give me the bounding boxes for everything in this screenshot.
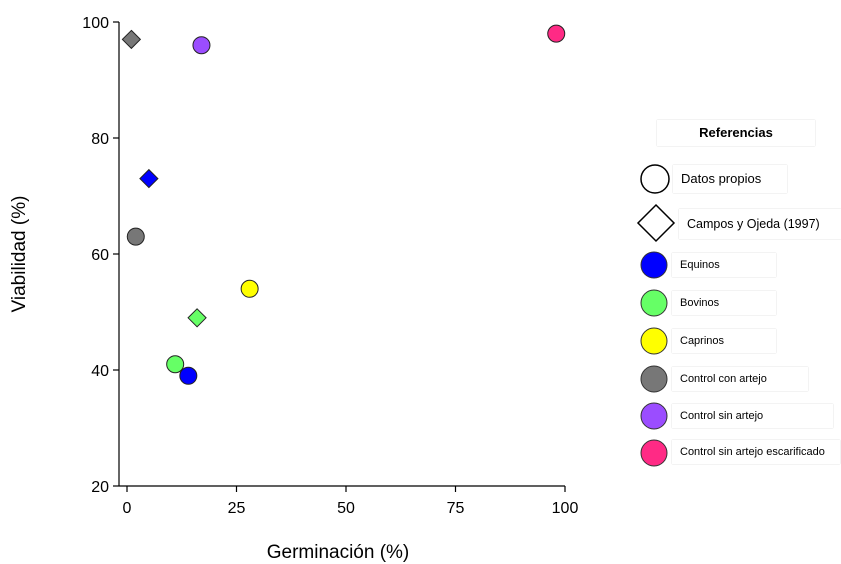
legend-label-control-sin-artejo: Control sin artejo [672,404,833,428]
point-control-con-artejo-diamond [121,29,142,50]
y-tick-label: 20 [91,479,109,496]
point-caprinos-circle [240,279,259,298]
point-bovinos-circle [166,355,185,374]
y-tick-label: 40 [91,363,109,380]
legend-label-equinos: Equinos [672,253,776,277]
x-tick-label: 75 [447,500,465,517]
legend-label-campos-ojeda: Campos y Ojeda (1997) [679,209,841,239]
legend-marker-control-sin-artejo [640,402,668,430]
x-tick-label: 25 [228,500,246,517]
x-tick-label: 50 [337,500,355,517]
point-bovinos-diamond [187,308,207,328]
data-points [121,24,566,385]
legend-marker-circle [640,164,670,194]
legend-marker-caprinos [640,327,668,355]
legend-label-bovinos: Bovinos [672,291,776,315]
legend-marker-bovinos [640,289,668,317]
point-equinos-diamond [139,168,159,189]
point-control-con-artejo-circle [126,227,145,246]
x-ticks: 0 25 50 75 100 [123,486,579,517]
y-tick-label: 100 [82,15,109,32]
x-tick-label: 100 [552,500,579,517]
legend-marker-control-con-artejo [640,365,668,393]
y-axis-label: Viabilidad (%) [9,196,30,313]
legend-marker-control-sin-artejo-escarificado [640,439,668,467]
point-control-sin-artejo-circle [192,36,211,55]
x-axis-label: Germinación (%) [267,542,410,563]
legend-label-control-con-artejo: Control con artejo [672,367,808,391]
legend-title: Referencias [657,120,815,146]
legend-label-datos-propios: Datos propios [673,165,787,193]
point-equinos-circle [179,366,198,385]
legend-marker-equinos [640,251,668,279]
point-control-sin-artejo-escarificado-circle [547,24,566,43]
x-tick-label: 0 [123,500,132,517]
legend-markers [636,164,676,467]
legend-label-control-sin-artejo-escarificado: Control sin artejo escarificado [672,440,840,464]
legend-label-caprinos: Caprinos [672,329,776,353]
y-tick-label: 60 [91,247,109,264]
y-ticks: 20 40 60 80 100 [82,15,119,496]
y-tick-label: 80 [91,131,109,148]
axes [118,22,565,487]
legend-marker-diamond [636,203,676,243]
